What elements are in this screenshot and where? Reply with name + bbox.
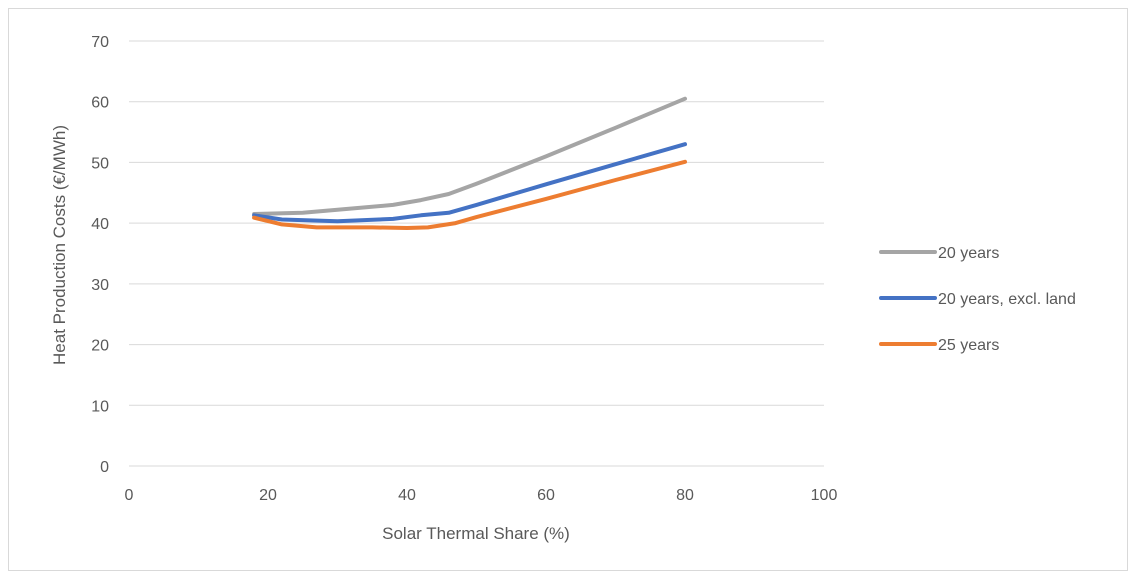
x-tick-label: 0 xyxy=(125,487,134,504)
series-line-2 xyxy=(252,142,687,224)
y-tick-label: 60 xyxy=(91,95,109,112)
series-line-3 xyxy=(252,159,687,230)
y-tick-label: 0 xyxy=(100,459,109,476)
y-tick-label: 70 xyxy=(91,34,109,51)
legend-label-2: 20 years, excl. land xyxy=(938,291,1076,308)
y-axis-title: Heat Production Costs (€/MWh) xyxy=(50,125,69,365)
series-line-1 xyxy=(252,96,687,216)
legend-label-3: 25 years xyxy=(938,337,999,354)
x-tick-label: 40 xyxy=(398,487,416,504)
series-lines xyxy=(252,96,687,230)
x-tick-label: 80 xyxy=(676,487,694,504)
y-tick-label: 50 xyxy=(91,155,109,172)
axes: 0 10 20 30 40 50 60 70 0 20 40 60 80 100 xyxy=(91,34,837,504)
x-tick-label: 100 xyxy=(811,487,838,504)
y-tick-label: 20 xyxy=(91,338,109,355)
y-tick-label: 40 xyxy=(91,216,109,233)
x-tick-label: 20 xyxy=(259,487,277,504)
gridlines xyxy=(129,40,824,467)
y-tick-label: 10 xyxy=(91,398,109,415)
chart-frame: 0 10 20 30 40 50 60 70 0 20 40 60 80 100 20 years 20 y… xyxy=(8,8,1128,571)
legend: 20 years 20 years, excl. land 25 years xyxy=(879,245,1076,354)
x-axis-title: Solar Thermal Share (%) xyxy=(382,524,570,543)
y-tick-label: 30 xyxy=(91,277,109,294)
legend-label-1: 20 years xyxy=(938,245,999,262)
x-tick-label: 60 xyxy=(537,487,555,504)
